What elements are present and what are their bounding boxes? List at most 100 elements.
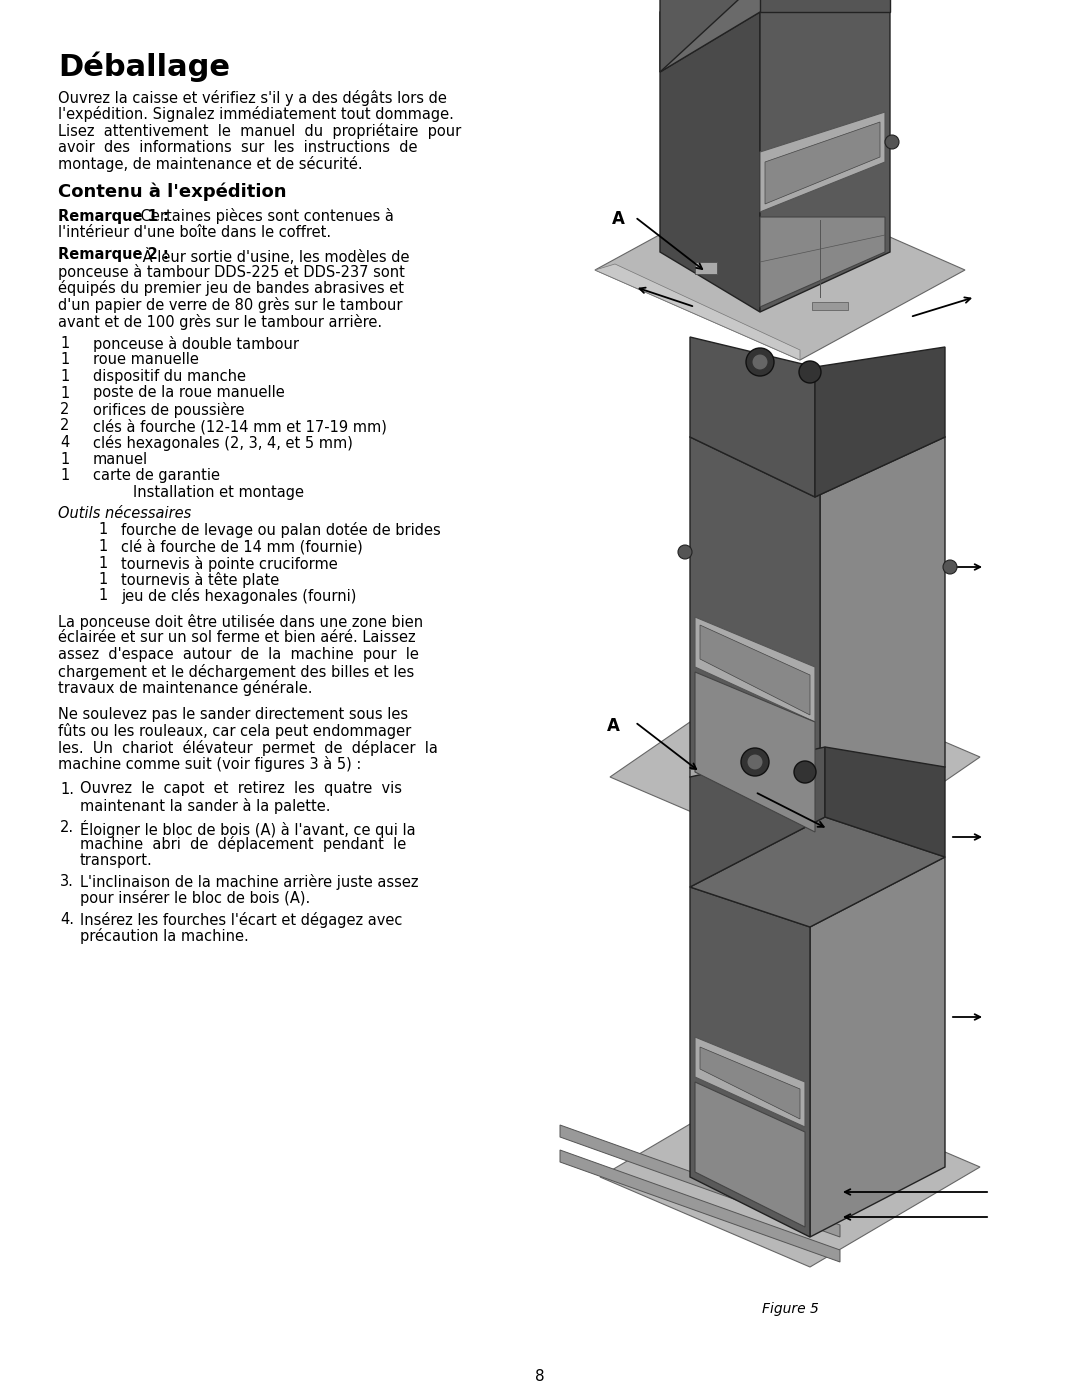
- Text: éclairée et sur un sol ferme et bien aéré. Laissez: éclairée et sur un sol ferme et bien aér…: [58, 630, 416, 645]
- Text: 3.: 3.: [60, 875, 73, 888]
- Text: avoir  des  informations  sur  les  instructions  de: avoir des informations sur les instructi…: [58, 140, 418, 155]
- Text: jeu de clés hexagonales (fourni): jeu de clés hexagonales (fourni): [121, 588, 356, 605]
- Polygon shape: [696, 672, 815, 833]
- Text: les.  Un  chariot  élévateur  permet  de  déplacer  la: les. Un chariot élévateur permet de dépl…: [58, 739, 437, 756]
- Text: Déballage: Déballage: [58, 52, 230, 82]
- Text: machine  abri  de  déplacement  pendant  le: machine abri de déplacement pendant le: [80, 835, 406, 852]
- Text: Figure 4: Figure 4: [761, 893, 819, 907]
- Text: Ouvrez la caisse et vérifiez s'il y a des dégâts lors de: Ouvrez la caisse et vérifiez s'il y a de…: [58, 89, 447, 106]
- Text: montage, de maintenance et de sécurité.: montage, de maintenance et de sécurité.: [58, 156, 363, 172]
- Polygon shape: [610, 666, 980, 868]
- Text: 4: 4: [60, 434, 69, 450]
- Text: Figure 3: Figure 3: [752, 377, 809, 391]
- Text: chargement et le déchargement des billes et les: chargement et le déchargement des billes…: [58, 664, 415, 679]
- Polygon shape: [815, 346, 945, 497]
- Circle shape: [885, 136, 899, 149]
- Text: 4.: 4.: [60, 912, 75, 928]
- Text: 2: 2: [60, 402, 69, 416]
- Text: A: A: [612, 210, 625, 228]
- Text: Ouvrez  le  capot  et  retirez  les  quatre  vis: Ouvrez le capot et retirez les quatre vi…: [80, 781, 402, 796]
- Text: Remarque 1 :: Remarque 1 :: [58, 208, 168, 224]
- Bar: [692, 242, 728, 250]
- Polygon shape: [760, 112, 885, 212]
- Circle shape: [741, 747, 769, 775]
- Text: 2.: 2.: [60, 820, 75, 834]
- Text: dispositif du manche: dispositif du manche: [93, 369, 246, 384]
- Polygon shape: [765, 122, 880, 204]
- Text: précaution la machine.: précaution la machine.: [80, 929, 248, 944]
- Polygon shape: [696, 1083, 805, 1227]
- Text: d'un papier de verre de 80 grès sur le tambour: d'un papier de verre de 80 grès sur le t…: [58, 298, 403, 313]
- Bar: [690, 768, 708, 780]
- Polygon shape: [820, 377, 945, 837]
- Polygon shape: [690, 377, 945, 497]
- Text: orifices de poussière: orifices de poussière: [93, 402, 244, 418]
- Polygon shape: [690, 337, 815, 497]
- Text: Insérez les fourches l'écart et dégagez avec: Insérez les fourches l'écart et dégagez …: [80, 912, 403, 928]
- Text: ponceuse à tambour DDS-225 et DDS-237 sont: ponceuse à tambour DDS-225 et DDS-237 so…: [58, 264, 405, 279]
- Text: maintenant la sander à la palette.: maintenant la sander à la palette.: [80, 798, 330, 814]
- Polygon shape: [696, 617, 815, 722]
- Text: 1: 1: [98, 588, 107, 604]
- Text: l'expédition. Signalez immédiatement tout dommage.: l'expédition. Signalez immédiatement tou…: [58, 106, 454, 123]
- Text: Remarque 2 :: Remarque 2 :: [58, 247, 168, 263]
- Text: fûts ou les rouleaux, car cela peut endommager: fûts ou les rouleaux, car cela peut endo…: [58, 724, 411, 739]
- Text: pour insérer le bloc de bois (A).: pour insérer le bloc de bois (A).: [80, 890, 310, 907]
- Circle shape: [794, 761, 816, 782]
- Circle shape: [943, 560, 957, 574]
- Text: 1: 1: [60, 369, 69, 384]
- Text: 1: 1: [98, 571, 107, 587]
- Text: Ne soulevez pas le sander directement sous les: Ne soulevez pas le sander directement so…: [58, 707, 408, 721]
- Polygon shape: [660, 0, 789, 73]
- Polygon shape: [660, 13, 760, 312]
- Bar: [812, 302, 848, 310]
- Text: poste de la roue manuelle: poste de la roue manuelle: [93, 386, 285, 401]
- Polygon shape: [595, 264, 800, 360]
- Text: Outils nécessaires: Outils nécessaires: [58, 506, 191, 521]
- Circle shape: [752, 353, 768, 370]
- Text: clé à fourche de 14 mm (fournie): clé à fourche de 14 mm (fournie): [121, 539, 363, 555]
- Polygon shape: [760, 13, 890, 312]
- Text: roue manuelle: roue manuelle: [93, 352, 199, 367]
- Text: 1: 1: [60, 386, 69, 401]
- Text: À leur sortie d'usine, les modèles de: À leur sortie d'usine, les modèles de: [138, 247, 409, 264]
- Polygon shape: [561, 1150, 840, 1261]
- Circle shape: [799, 360, 821, 383]
- Text: 1: 1: [60, 337, 69, 351]
- Polygon shape: [700, 624, 810, 715]
- Text: 1.: 1.: [60, 781, 75, 796]
- Text: assez  d'espace  autour  de  la  machine  pour  le: assez d'espace autour de la machine pour…: [58, 647, 419, 662]
- Text: transport.: transport.: [80, 852, 152, 868]
- Text: 1: 1: [98, 539, 107, 555]
- Circle shape: [746, 348, 774, 376]
- Text: Certaines pièces sont contenues à: Certaines pièces sont contenues à: [136, 208, 394, 225]
- Polygon shape: [690, 747, 825, 887]
- Bar: [820, 827, 840, 837]
- Text: A: A: [607, 717, 620, 735]
- Text: 1: 1: [60, 352, 69, 367]
- Text: Contenu à l'expédition: Contenu à l'expédition: [58, 183, 286, 201]
- Polygon shape: [760, 0, 890, 13]
- Polygon shape: [690, 377, 820, 837]
- Bar: [696, 263, 717, 274]
- Text: avant et de 100 grès sur le tambour arrière.: avant et de 100 grès sur le tambour arri…: [58, 313, 382, 330]
- Text: machine comme suit (voir figures 3 à 5) :: machine comme suit (voir figures 3 à 5) …: [58, 756, 362, 773]
- Text: 2: 2: [60, 419, 69, 433]
- Text: Éloigner le bloc de bois (A) à l'avant, ce qui la: Éloigner le bloc de bois (A) à l'avant, …: [80, 820, 416, 837]
- Text: manuel: manuel: [93, 451, 148, 467]
- Text: carte de garantie: carte de garantie: [93, 468, 220, 483]
- Text: 1: 1: [98, 556, 107, 570]
- Polygon shape: [561, 1125, 840, 1236]
- Polygon shape: [660, 0, 890, 73]
- Polygon shape: [825, 747, 945, 856]
- Text: L'inclinaison de la machine arrière juste assez: L'inclinaison de la machine arrière just…: [80, 875, 419, 890]
- Text: La ponceuse doit être utilisée dans une zone bien: La ponceuse doit être utilisée dans une …: [58, 615, 423, 630]
- Polygon shape: [700, 1046, 800, 1119]
- Text: tournevis à pointe cruciforme: tournevis à pointe cruciforme: [121, 556, 338, 571]
- Text: l'intérieur d'une boîte dans le coffret.: l'intérieur d'une boîte dans le coffret.: [58, 225, 332, 240]
- Text: Installation et montage: Installation et montage: [133, 485, 303, 500]
- Text: ponceuse à double tambour: ponceuse à double tambour: [93, 337, 299, 352]
- Text: 8: 8: [536, 1369, 544, 1384]
- Polygon shape: [600, 1077, 980, 1267]
- Text: Figure 5: Figure 5: [761, 1302, 819, 1316]
